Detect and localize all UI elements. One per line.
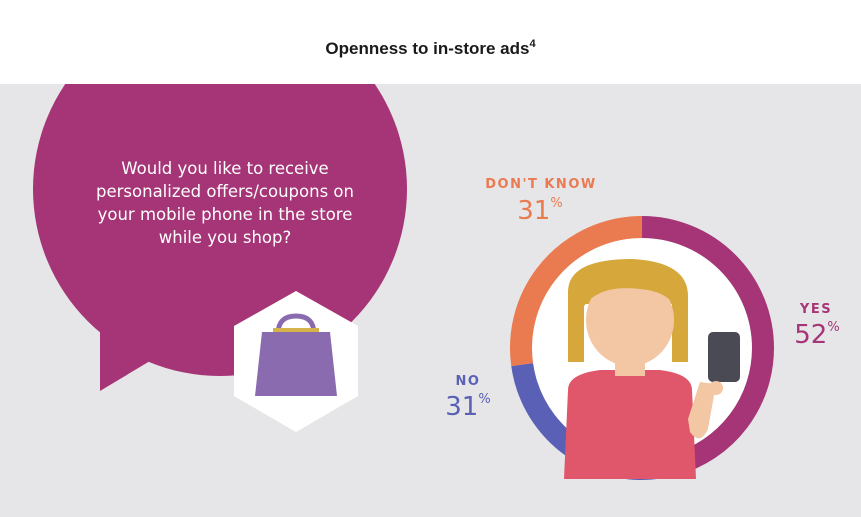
yes-unit: %	[827, 320, 840, 335]
yes-number: 52	[794, 320, 828, 350]
bag-rim	[273, 328, 319, 332]
title-footnote: 4	[529, 38, 536, 50]
bag-handle	[275, 313, 317, 335]
woman-with-phone-icon	[564, 259, 740, 479]
woman-fringe	[584, 271, 676, 312]
woman-hand	[688, 382, 716, 439]
infographic-panel: Would you like to receive personalized o…	[0, 84, 861, 517]
dont-know-value: 31%	[490, 196, 590, 226]
donut-slice-don-t-know	[510, 216, 774, 480]
shopping-bag-icon	[234, 291, 358, 432]
no-number: 31	[445, 392, 479, 422]
dont-know-unit: %	[550, 196, 563, 211]
title-text: Openness to in-store ads	[325, 39, 530, 58]
infographic-svg	[33, 84, 774, 480]
no-label: NO	[455, 374, 481, 389]
dont-know-number: 31	[517, 196, 551, 226]
no-unit: %	[478, 392, 491, 407]
woman-torso	[564, 370, 696, 479]
bag-body	[255, 332, 337, 396]
woman-thumb	[709, 381, 723, 395]
question-text: Would you like to receive personalized o…	[96, 159, 354, 247]
phone-icon	[708, 332, 740, 382]
yes-value: 52%	[772, 320, 861, 350]
dont-know-label: DON'T KNOW	[485, 177, 597, 192]
no-value: 31%	[428, 392, 508, 422]
chart-title: Openness to in-store ads4	[0, 38, 861, 59]
header: Openness to in-store ads4	[0, 0, 861, 84]
woman-face	[586, 274, 674, 366]
yes-label: YES	[799, 302, 833, 317]
speech-bubble-tail	[100, 314, 170, 391]
